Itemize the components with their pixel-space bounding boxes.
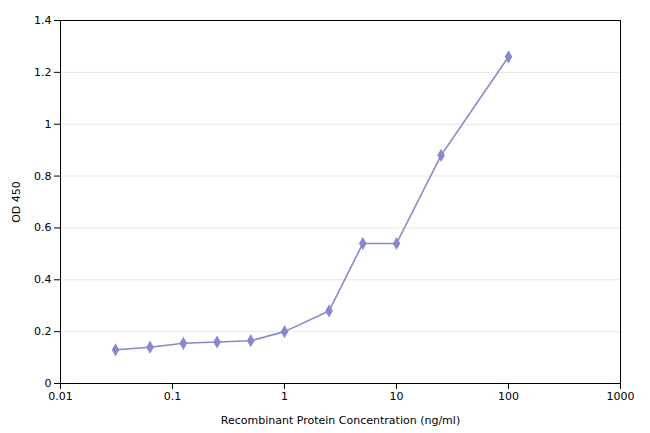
svg-text:1000: 1000: [607, 390, 635, 403]
svg-text:0.8: 0.8: [34, 170, 52, 183]
svg-text:Recombinant Protein Concentrat: Recombinant Protein Concentration (ng/ml…: [221, 414, 460, 427]
svg-text:0: 0: [45, 377, 52, 390]
svg-text:1: 1: [45, 118, 52, 131]
svg-text:0.6: 0.6: [34, 221, 52, 234]
svg-text:100: 100: [498, 390, 519, 403]
svg-text:0.4: 0.4: [34, 273, 52, 286]
svg-text:0.1: 0.1: [164, 390, 182, 403]
svg-text:0.01: 0.01: [48, 390, 73, 403]
svg-text:OD 450: OD 450: [10, 181, 23, 223]
svg-text:1.4: 1.4: [34, 14, 52, 27]
svg-text:1: 1: [281, 390, 288, 403]
svg-text:10: 10: [390, 390, 404, 403]
svg-text:1.2: 1.2: [34, 66, 52, 79]
svg-text:0.2: 0.2: [34, 325, 52, 338]
